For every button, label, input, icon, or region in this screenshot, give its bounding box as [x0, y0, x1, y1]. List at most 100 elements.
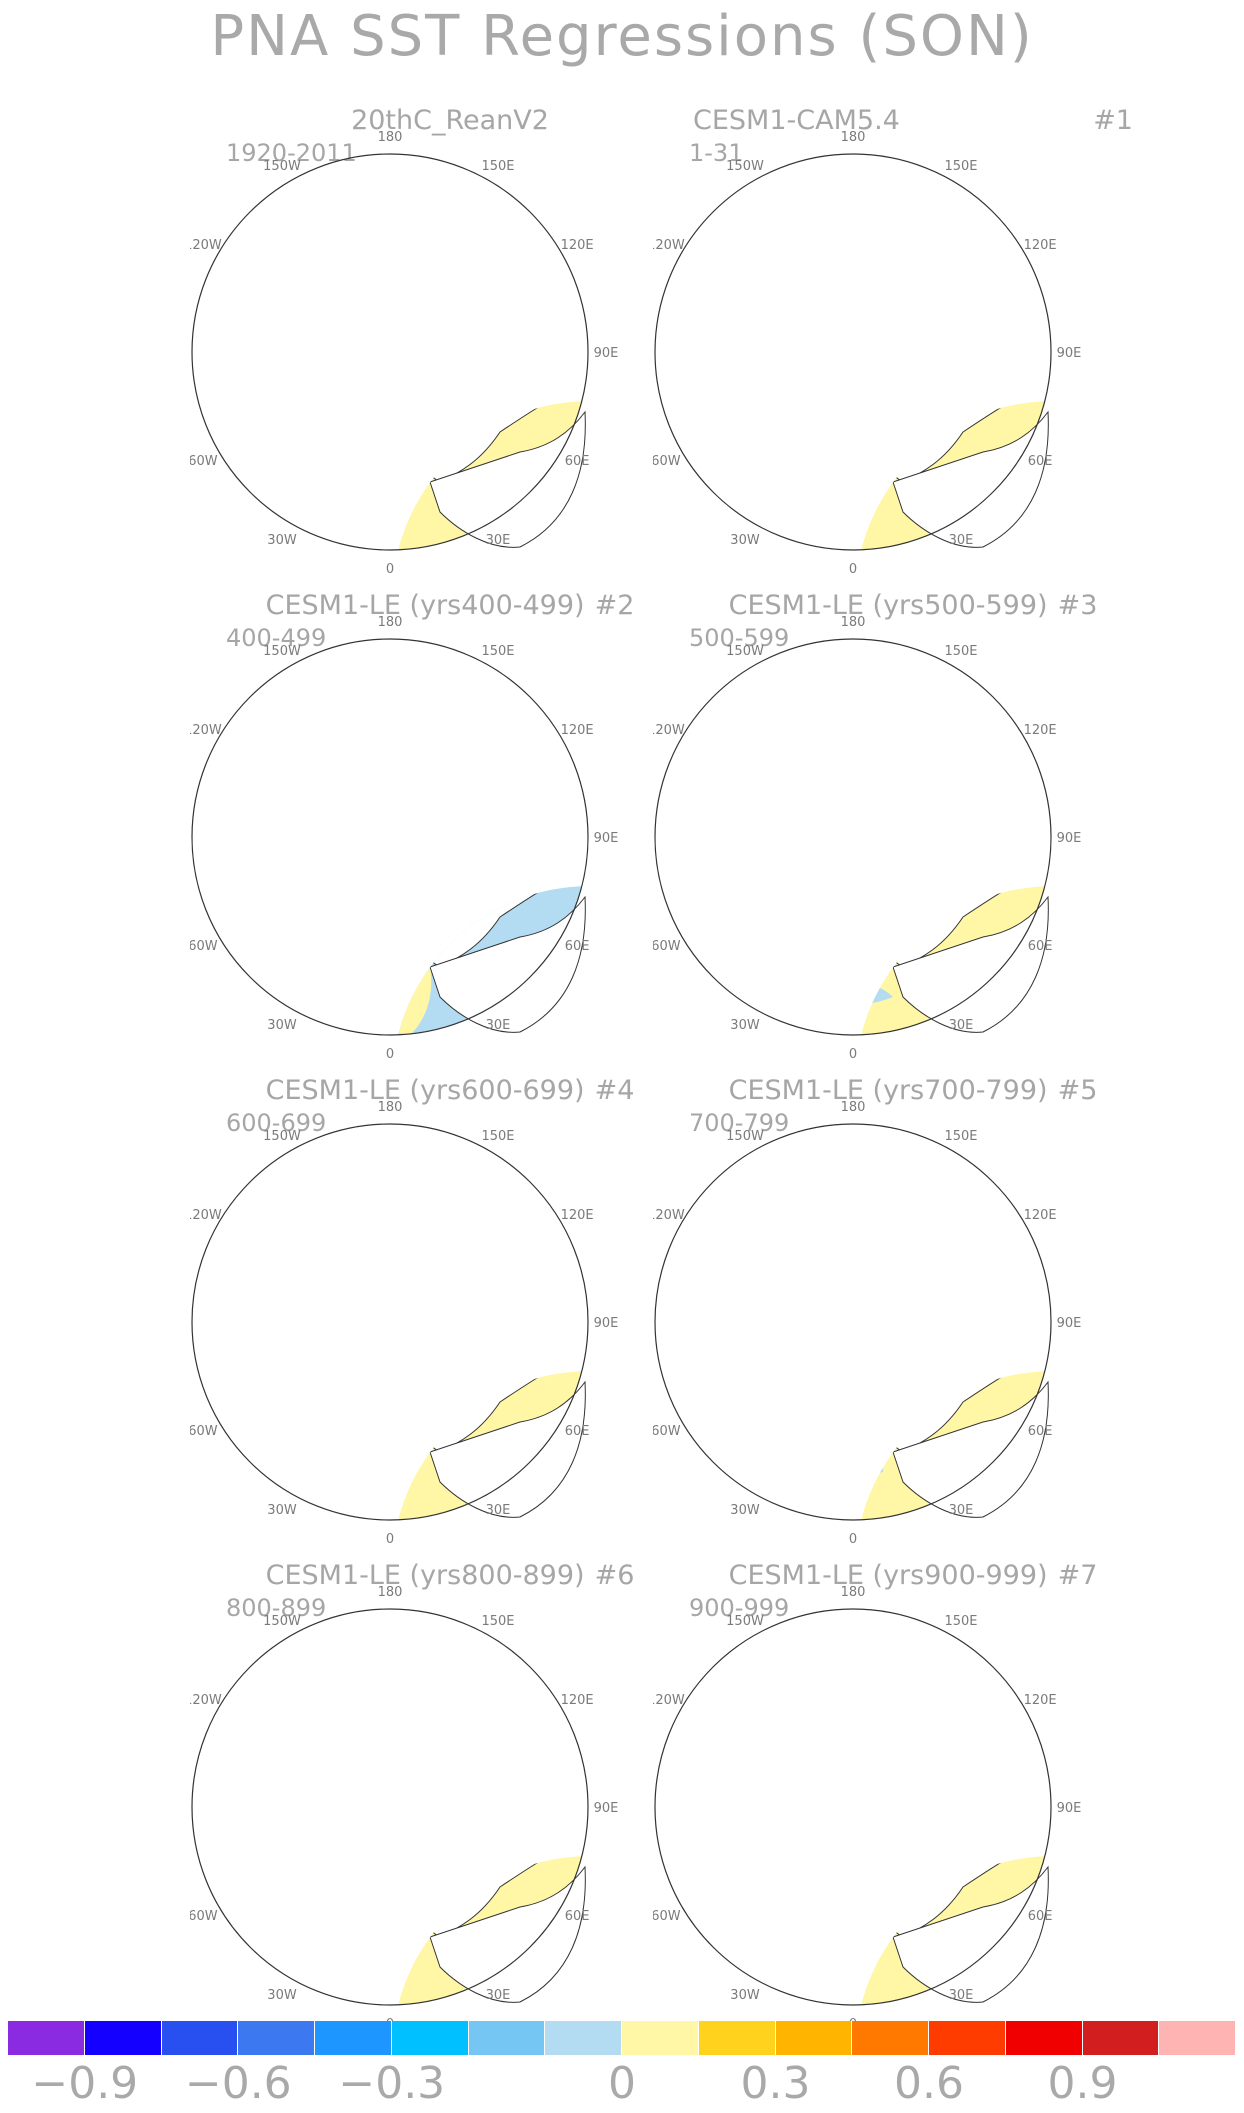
- anomaly-contour: [759, 1643, 953, 1710]
- colorbar-tick-label: 0: [608, 2058, 636, 2109]
- longitude-label: 150E: [481, 159, 514, 174]
- land-mass: [892, 1380, 1049, 1518]
- longitude-label: 90E: [594, 1801, 619, 1816]
- anomaly-region: [192, 1867, 390, 2005]
- longitude-label: 150W: [263, 644, 301, 659]
- longitude-label: 120W: [190, 1208, 222, 1223]
- anomaly-contour: [410, 688, 436, 704]
- anomaly-contour: [663, 897, 783, 1008]
- panel-years: 400-499: [226, 624, 327, 652]
- map-border: [654, 1123, 1052, 1521]
- longitude-label: 60E: [1028, 1909, 1053, 1924]
- longitude-label: 90E: [594, 1316, 619, 1331]
- anomaly-contour: [310, 1203, 390, 1225]
- colorbar-tick-label: −0.3: [338, 2058, 446, 2109]
- anomaly-contour: [280, 1184, 430, 1234]
- panel-title: CESM1-LE (yrs400-499) #2: [190, 590, 710, 621]
- colorbar-swatch: [929, 2021, 1006, 2055]
- longitude-label: 30W: [730, 533, 760, 548]
- longitude-label: 180: [378, 1585, 403, 1600]
- land-mass: [786, 1823, 834, 1871]
- panel-title: CESM1-LE (yrs600-699) #4: [190, 1075, 710, 1106]
- longitude-label: 60E: [1028, 454, 1053, 469]
- longitude-label: 30E: [486, 533, 511, 548]
- anomaly-contour: [376, 647, 560, 730]
- polar-map: 180150E120E90E60E30E030W60W90W120W150W: [190, 1100, 619, 1545]
- anomaly-contour: [703, 1272, 808, 1289]
- longitude-label: 90E: [1057, 831, 1082, 846]
- land-mass: [323, 853, 371, 901]
- map-panel: CESM1-LE (yrs800-899) #6 800-899 180 150E 120…: [190, 1560, 710, 2030]
- longitude-label: 0: [386, 1532, 394, 1545]
- panel-title-text: CESM1-LE (yrs700-799): [728, 1075, 1048, 1106]
- map-panel: CESM1-LE (yrs500-599) #3 500-599 180 150E 120…: [653, 590, 1173, 1060]
- longitude-label: 120W: [190, 238, 222, 253]
- longitude-label: 60W: [653, 454, 681, 469]
- colorbar-swatch: [775, 2021, 853, 2055]
- longitude-label: 30E: [949, 533, 974, 548]
- panel-member-tag: #1: [1093, 105, 1133, 136]
- longitude-label: 120E: [561, 1208, 594, 1223]
- longitude-label: 30E: [486, 1018, 511, 1033]
- ocean-background: [392, 886, 588, 1035]
- ocean-background: [855, 1371, 1051, 1520]
- anomaly-contour: [803, 701, 903, 734]
- land-mass: [323, 368, 371, 416]
- panel-title-text: CESM1-LE (yrs400-499): [265, 590, 585, 621]
- longitude-label: 120W: [653, 1208, 685, 1223]
- longitude-label: 120E: [561, 1693, 594, 1708]
- colorbar-tick-label: −0.6: [184, 2058, 292, 2109]
- panel-title-text: CESM1-CAM5.4: [693, 105, 900, 136]
- colorbar-swatch: [698, 2021, 776, 2055]
- longitude-label: 60E: [565, 454, 590, 469]
- anomaly-region: [192, 1382, 390, 1520]
- panel-title: CESM1-LE (yrs500-599) #3: [653, 590, 1173, 621]
- main-title: PNA SST Regressions (SON): [210, 4, 1034, 69]
- longitude-label: 60W: [190, 454, 218, 469]
- longitude-label: 180: [841, 1585, 866, 1600]
- longitude-label: 120W: [653, 723, 685, 738]
- anomaly-contour: [903, 212, 956, 252]
- longitude-label: 60E: [1028, 1424, 1053, 1439]
- longitude-label: 180: [378, 130, 403, 145]
- longitude-label: 120E: [561, 723, 594, 738]
- longitude-label: 120E: [1024, 723, 1057, 738]
- map-panel: CESM1-LE (yrs400-499) #2 400-499 180 150E 120…: [190, 590, 710, 1060]
- longitude-label: 150W: [726, 644, 764, 659]
- land-mass: [429, 1380, 586, 1518]
- land-mass: [786, 853, 834, 901]
- map-border: [191, 1123, 589, 1521]
- map-border: [654, 638, 1052, 1036]
- longitude-label: 90E: [594, 346, 619, 361]
- colorbar-swatch: [468, 2021, 546, 2055]
- colorbar-swatch: [315, 2021, 392, 2055]
- longitude-label: 30W: [730, 1988, 760, 2003]
- anomaly-region: [655, 1382, 853, 1520]
- longitude-label: 60E: [1028, 939, 1053, 954]
- polar-map: 180150E120E90E60E30E030W60W90W120W150W: [653, 130, 1081, 575]
- map-border: [654, 153, 1052, 551]
- longitude-label: 30W: [730, 1018, 760, 1033]
- longitude-label: 120E: [1024, 238, 1057, 253]
- colorbar-swatch: [1082, 2021, 1160, 2055]
- longitude-label: 150E: [481, 644, 514, 659]
- colorbar-swatch: [161, 2021, 239, 2055]
- anomaly-contour: [248, 1649, 320, 1748]
- land-mass: [429, 1865, 586, 2003]
- longitude-label: 30W: [267, 1988, 297, 2003]
- colorbar-tick-label: −0.9: [31, 2058, 139, 2109]
- ocean-background: [855, 401, 1051, 550]
- ocean-background: [392, 1371, 588, 1520]
- longitude-label: 30W: [267, 1503, 297, 1518]
- longitude-label: 120W: [190, 1693, 222, 1708]
- panel-title-text: CESM1-LE (yrs900-999): [728, 1560, 1048, 1591]
- longitude-label: 120E: [1024, 1208, 1057, 1223]
- longitude-label: 30E: [949, 1503, 974, 1518]
- anomaly-contour: [691, 1167, 953, 1252]
- map-panel: CESM1-LE (yrs700-799) #5 700-799 180 150E 120…: [653, 1075, 1173, 1545]
- colorbar-swatch: [545, 2021, 622, 2055]
- longitude-label: 150W: [726, 159, 764, 174]
- polar-map: 180150E120E90E60E30E030W60W90W120W150W: [190, 130, 619, 575]
- colorbar-labels: −0.9 −0.6 −0.3 0 0.3 0.6 0.9: [8, 2058, 1236, 2110]
- panel-years: 600-699: [226, 1109, 327, 1137]
